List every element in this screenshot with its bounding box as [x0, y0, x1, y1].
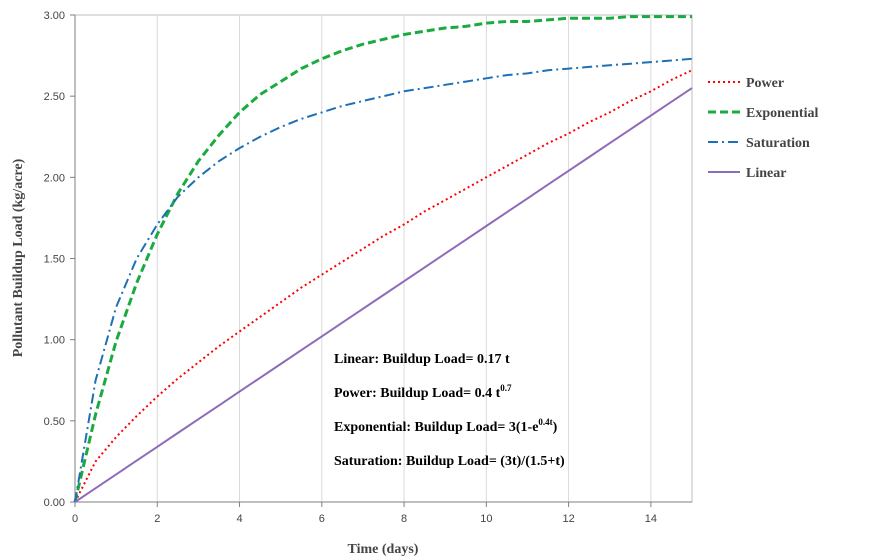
legend-label-saturation: Saturation — [746, 136, 810, 151]
x-tick-label-3: 6 — [319, 513, 325, 525]
series-line-linear — [74, 87, 693, 503]
x-tick-label-2: 4 — [236, 513, 242, 525]
x-tick-label-0: 0 — [72, 513, 78, 525]
legend-label-linear: Linear — [746, 166, 786, 181]
x-tick-label-1: 2 — [154, 513, 160, 525]
x-tick-label-7: 14 — [645, 513, 657, 525]
series-line-saturation — [74, 57, 693, 503]
y-tick-label-0: 0.00 — [44, 497, 65, 509]
legend: Power Exponential Saturation Linear — [708, 76, 818, 181]
equation-2: Exponential: Buildup Load= 3(1-e0.4t) — [334, 417, 558, 435]
plot-area — [74, 14, 693, 503]
y-tick-label-3: 1.50 — [44, 254, 65, 266]
y-axis-title: Pollutant Buildup Load (kg/acre) — [11, 158, 26, 357]
x-axis-title: Time (days) — [348, 542, 419, 557]
y-tick-label-4: 2.00 — [44, 172, 65, 184]
y-tick-label-1: 0.50 — [44, 416, 65, 428]
equation-annotations: Linear: Buildup Load= 0.17 t Power: Build… — [334, 352, 565, 469]
legend-label-power: Power — [746, 76, 784, 91]
y-tick-labels: 0.00 0.50 1.00 1.50 2.00 2.50 3.00 — [44, 10, 65, 509]
series-line-exponential — [73, 15, 692, 503]
y-tick-label-2: 1.00 — [44, 335, 65, 347]
series-lines — [73, 15, 693, 503]
equation-1: Power: Buildup Load= 0.4 t0.7 — [334, 383, 512, 401]
x-tick-label-4: 8 — [401, 513, 407, 525]
equation-3: Saturation: Buildup Load= (3t)/(1.5+t) — [334, 454, 565, 469]
legend-label-exponential: Exponential — [746, 106, 818, 121]
equation-0: Linear: Buildup Load= 0.17 t — [334, 352, 510, 367]
x-tick-label-6: 12 — [562, 513, 574, 525]
x-tick-labels: 0 2 4 6 8 10 12 14 — [72, 513, 657, 525]
y-tick-label-6: 3.00 — [44, 10, 65, 22]
x-tick-label-5: 10 — [480, 513, 492, 525]
y-tick-label-5: 2.50 — [44, 91, 65, 103]
axes — [70, 14, 692, 507]
grid-lines — [156, 15, 652, 502]
